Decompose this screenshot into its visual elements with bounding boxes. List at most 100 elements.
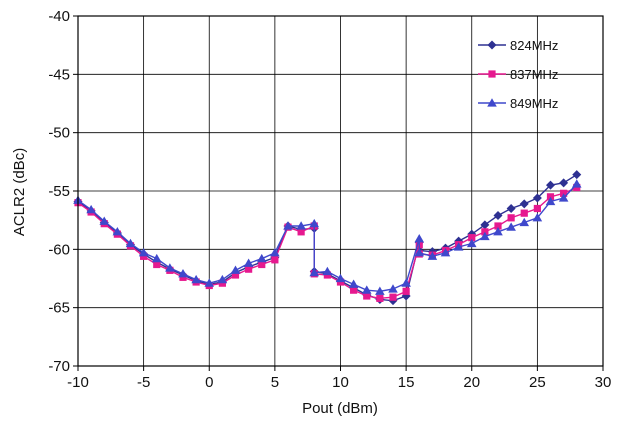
data-point [427,251,438,260]
data-point [494,222,502,230]
data-point [350,286,358,294]
y-tick-label: -65 [48,300,70,317]
x-tick-label: 20 [463,374,480,391]
data-point [493,227,503,236]
y-tick-label: -70 [48,358,70,375]
data-point [204,278,215,287]
data-point [309,218,320,228]
legend-entry: 849MHz [478,96,558,111]
data-point [402,287,410,295]
axis-layer: -10 -5 0 5 10 15 20 25 30-40-45-50-55-60-65-70 [48,8,611,391]
data-point [493,211,503,220]
data-point [440,248,451,257]
data-point [322,266,333,276]
data-point [270,248,280,257]
data-point [256,253,267,263]
data-point [361,285,372,294]
data-point [506,204,516,213]
data-point [245,265,253,273]
y-tick-label: -45 [48,66,70,83]
data-point [348,279,359,288]
x-tick-label: 25 [529,374,546,391]
data-point [545,196,556,206]
data-point [414,248,425,257]
data-point [231,271,240,279]
data-point [99,216,110,225]
y-tick-label: -50 [48,125,70,142]
data-point [520,209,528,217]
data-point [86,204,96,214]
data-point [376,294,384,302]
series-837MHz [74,183,581,302]
x-tick-label: 10 [332,374,349,391]
legend: 824MHz 837MHz 849MHz [478,38,558,111]
data-point [335,273,346,283]
data-point [571,179,582,188]
data-point [572,170,582,180]
series-824MHz [73,170,582,306]
data-point [532,193,542,203]
x-tick-label: 15 [398,374,415,391]
data-point [230,265,241,274]
data-point [414,234,425,243]
data-point [243,258,254,267]
legend-entry: 824MHz [478,38,558,53]
legend-marker [488,70,496,78]
data-point [296,221,306,230]
data-point [519,217,530,227]
data-point [138,248,149,257]
series-layer [73,170,582,306]
x-tick-label: -5 [137,374,150,391]
data-point [466,238,477,248]
series-849MHz [73,179,582,295]
y-tick-label: -60 [48,241,70,258]
x-tick-label: 0 [205,374,213,391]
series-line [77,186,578,300]
legend-label: 824MHz [510,38,558,53]
legend-marker [487,98,497,107]
data-point [258,260,266,269]
data-point [271,256,279,264]
x-tick-label: 5 [271,374,279,391]
data-point [468,234,476,242]
series-line [77,174,578,302]
data-point [297,228,305,236]
data-point [401,278,411,287]
data-point [453,242,464,251]
data-point [112,227,123,236]
data-point [559,178,569,188]
data-point [558,193,569,202]
data-point [532,213,543,222]
data-point [283,221,293,230]
data-point [546,180,555,190]
grid-layer [77,15,604,367]
data-point [375,286,385,295]
data-point [480,231,490,241]
legend-entry: 837MHz [478,67,558,82]
data-point [217,274,228,284]
x-axis-title: Pout (dBm) [302,400,378,417]
data-point [165,263,175,272]
data-point [506,222,516,231]
legend-label: 837MHz [510,67,558,82]
data-point [178,269,188,278]
x-tick-label: 30 [595,374,612,391]
data-point [519,199,529,209]
data-point [363,292,371,300]
data-point [125,238,136,248]
legend-marker [487,40,497,50]
x-tick-label: -10 [67,374,89,391]
data-point [191,274,201,284]
data-point [388,284,398,293]
data-point [480,220,490,230]
data-point [151,253,162,263]
data-point [153,260,161,269]
y-tick-label: -55 [48,183,70,200]
data-point [507,214,515,222]
legend-label: 849MHz [510,96,558,111]
y-axis-title: ACLR2 (dBc) [11,148,28,236]
data-point [533,204,541,213]
data-point [389,293,397,301]
